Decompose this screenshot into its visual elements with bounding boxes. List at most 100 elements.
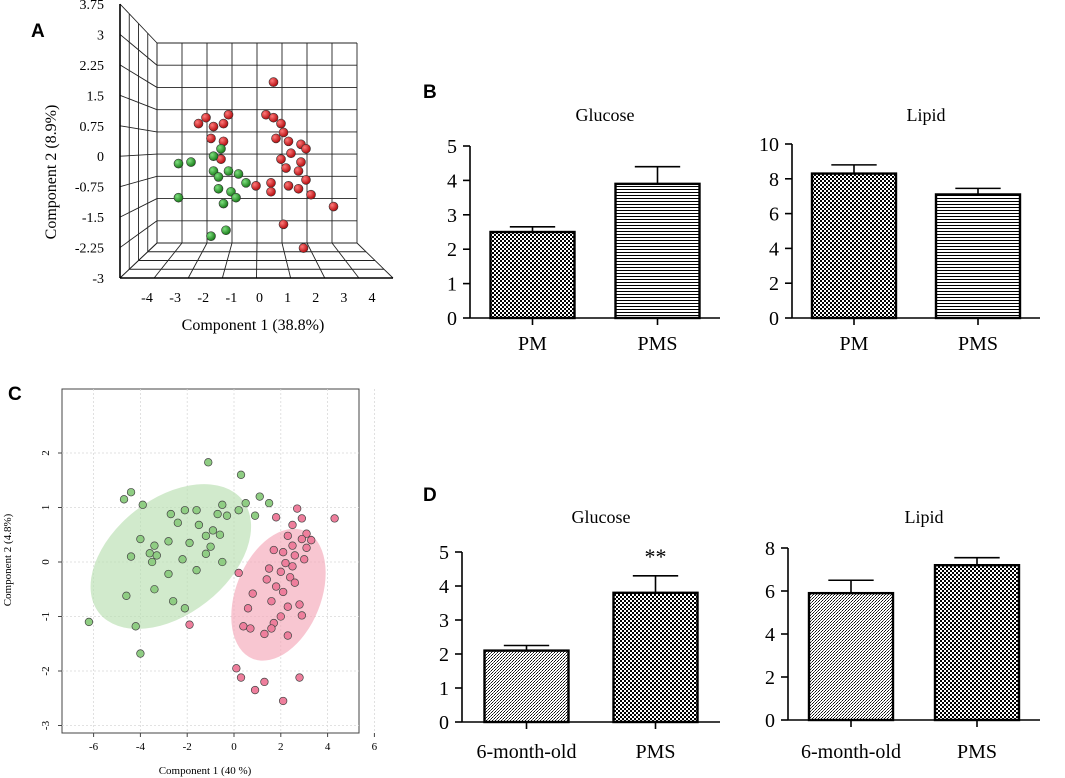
- D-glucose-y-tick-label: 2: [439, 644, 449, 666]
- d-lipid-chart: Lipid 0 2 4 6 8 6-month-old PMS: [765, 507, 1040, 763]
- c-pink-point: [250, 685, 260, 695]
- c-green-point: [234, 506, 243, 515]
- c-pink-point: [278, 696, 288, 706]
- c-pink-point: [293, 504, 302, 513]
- c-pink-point: [276, 567, 285, 576]
- B-lipid-bar-1: [934, 193, 1022, 320]
- a-x-tick-label: 2: [312, 291, 319, 306]
- B-glucose-y-tick-label: 0: [447, 308, 457, 330]
- a-green-point: [223, 166, 234, 176]
- D-glucose-significance-label: **: [645, 544, 667, 569]
- B-lipid-y-tick-label: 0: [769, 308, 779, 330]
- a-red-point: [293, 183, 304, 194]
- a-red-point: [201, 112, 211, 123]
- D-glucose-y-tick-label: 3: [439, 610, 449, 632]
- a-x-tick-labels: -4 -3 -2 -1 0 1 2 3 4: [141, 291, 375, 306]
- a-x-tick-label: 0: [256, 291, 263, 306]
- D-glucose-y-tick-label: 0: [439, 712, 449, 734]
- B-lipid-y-tick-label: 6: [769, 204, 779, 226]
- c-x-tick-label: 4: [325, 741, 331, 753]
- B-glucose-y-tick-label: 2: [447, 239, 457, 261]
- c-pink-point: [278, 548, 288, 557]
- c-green-point: [264, 498, 274, 508]
- B-glucose-category-label: PMS: [637, 333, 677, 355]
- c-green-point: [218, 500, 227, 509]
- c-y-tick-label: -1: [40, 612, 52, 621]
- a-red-point: [301, 143, 311, 154]
- B-glucose-bar-1: [614, 182, 701, 320]
- c-y-axis-label: Component 2 (4.8%): [2, 513, 14, 606]
- panel-label-a: A: [31, 21, 45, 42]
- B-lipid-y-tick-label: 10: [759, 134, 779, 156]
- B-glucose-y-tick-label: 1: [447, 274, 457, 296]
- c-green-point: [215, 530, 225, 539]
- c-pink-point: [302, 529, 311, 538]
- a-red-point: [328, 201, 339, 212]
- c-y-tick-label: -2: [40, 666, 52, 675]
- c-pink-point: [264, 564, 274, 573]
- a-red-point: [276, 118, 286, 129]
- c-pink-point: [297, 514, 307, 523]
- c-green-point: [241, 498, 250, 508]
- c-pink-point: [262, 575, 271, 584]
- c-green-point: [208, 526, 218, 535]
- a-y-tick-labels: 3.75 3 2.25 1.5 0.75 0 -0.75 -1.5 -2.25 -3: [75, 0, 104, 287]
- a-red-point: [206, 133, 216, 144]
- c-x-tick-label: 2: [278, 741, 284, 753]
- a-red-point: [278, 219, 289, 230]
- a-red-point: [266, 178, 276, 188]
- c-y-tick-label: 2: [40, 450, 52, 456]
- c-green-point: [169, 597, 178, 606]
- c-pink-point: [297, 611, 307, 620]
- panel-c-pca-scatter: C -6 -4 -2 0 2 4 6 2 1 0 -1 -2 -3 Component 1 (40 %)…: [2, 384, 378, 777]
- c-pink-point: [271, 582, 281, 591]
- c-green-point: [236, 470, 246, 479]
- D-glucose-category-label: PMS: [635, 741, 675, 763]
- c-pink-point: [260, 629, 269, 639]
- c-green-point: [201, 549, 211, 558]
- c-green-point: [84, 617, 94, 627]
- a-x-tick-label: 3: [340, 291, 347, 306]
- a-y-tick-label: 0.75: [80, 120, 105, 135]
- c-pink-point: [236, 673, 246, 682]
- a-green-point: [213, 172, 224, 182]
- a-y-tick-label: 0: [97, 150, 104, 165]
- c-green-point: [204, 458, 213, 467]
- c-green-point: [164, 569, 173, 579]
- c-green-point: [173, 518, 182, 527]
- c-pink-point: [232, 664, 241, 673]
- c-pink-point: [269, 545, 278, 555]
- panel-b-bar-charts: B Glucose 0 1 2 3 4 5 PM PMS Lipid 0 2 4 6 8 10 PM PMS: [423, 82, 1040, 355]
- c-pink-point: [288, 541, 297, 550]
- c-green-point: [166, 509, 175, 519]
- B-lipid-y-tick-label: 4: [769, 238, 779, 260]
- c-x-tick-label: 6: [372, 741, 378, 753]
- a-3d-grid: [119, 3, 394, 279]
- c-pink-point: [283, 602, 292, 611]
- D-glucose-y-tick-label: 5: [439, 542, 449, 564]
- c-x-tick-label: -6: [89, 741, 99, 753]
- c-pink-point: [290, 551, 299, 560]
- c-green-point: [178, 555, 187, 564]
- c-green-point: [255, 492, 264, 501]
- c-green-point: [218, 557, 227, 567]
- c-pink-point: [300, 555, 309, 564]
- c-pink-point: [307, 536, 316, 545]
- a-green-point: [233, 169, 244, 179]
- a-red-point: [271, 133, 281, 144]
- a-red-point: [281, 163, 291, 173]
- panel-label-b: B: [423, 82, 437, 103]
- a-red-point: [278, 127, 289, 138]
- c-green-point: [138, 500, 147, 509]
- a-red-point: [208, 121, 219, 132]
- c-green-point: [152, 551, 161, 560]
- a-red-point: [283, 181, 294, 191]
- D-lipid-y-tick-label: 8: [765, 538, 775, 560]
- a-red-point: [251, 181, 261, 191]
- a-red-point: [298, 243, 309, 253]
- c-green-point: [122, 591, 131, 600]
- a-green-point: [241, 178, 251, 188]
- a-green-point: [186, 157, 196, 167]
- D-glucose-y-tick-label: 4: [439, 576, 449, 598]
- c-green-point: [192, 566, 201, 575]
